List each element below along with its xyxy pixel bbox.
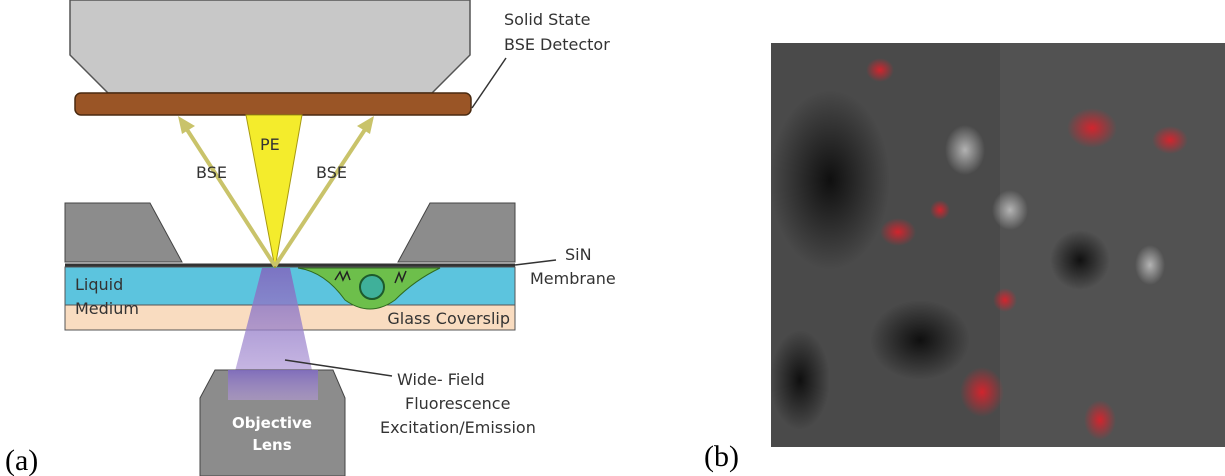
figure: Solid State BSE Detector PE BSE BSE SiN … (0, 0, 1225, 476)
membrane-label: SiN (565, 245, 592, 264)
leader (472, 58, 506, 108)
leader (515, 260, 556, 265)
light-cone-base (228, 370, 318, 400)
detector-label: Solid State (504, 10, 590, 29)
nucleus (360, 275, 384, 299)
panel-label: (b) (704, 440, 739, 473)
bse-label: BSE (316, 163, 347, 182)
holder-left (65, 203, 182, 262)
lens-label: Objective (232, 414, 312, 432)
detector-body (70, 0, 470, 93)
membrane-label: Membrane (530, 269, 616, 288)
detector-plate (75, 93, 471, 115)
fluorescence-label: Excitation/Emission (380, 418, 536, 437)
lens-label: Lens (252, 436, 291, 454)
liquid-label: Medium (75, 299, 139, 318)
pe-label: PE (260, 135, 280, 154)
liquid-label: Liquid (75, 275, 123, 294)
fluorescence-label: Fluorescence (405, 394, 510, 413)
coverslip-label: Glass Coverslip (387, 309, 510, 328)
bse-label: BSE (196, 163, 227, 182)
fluorescence-label: Wide- Field (397, 370, 485, 389)
micrograph (770, 43, 1225, 447)
detector-label: BSE Detector (504, 35, 610, 54)
holder-right (398, 203, 515, 262)
panel-label: (a) (5, 444, 38, 476)
